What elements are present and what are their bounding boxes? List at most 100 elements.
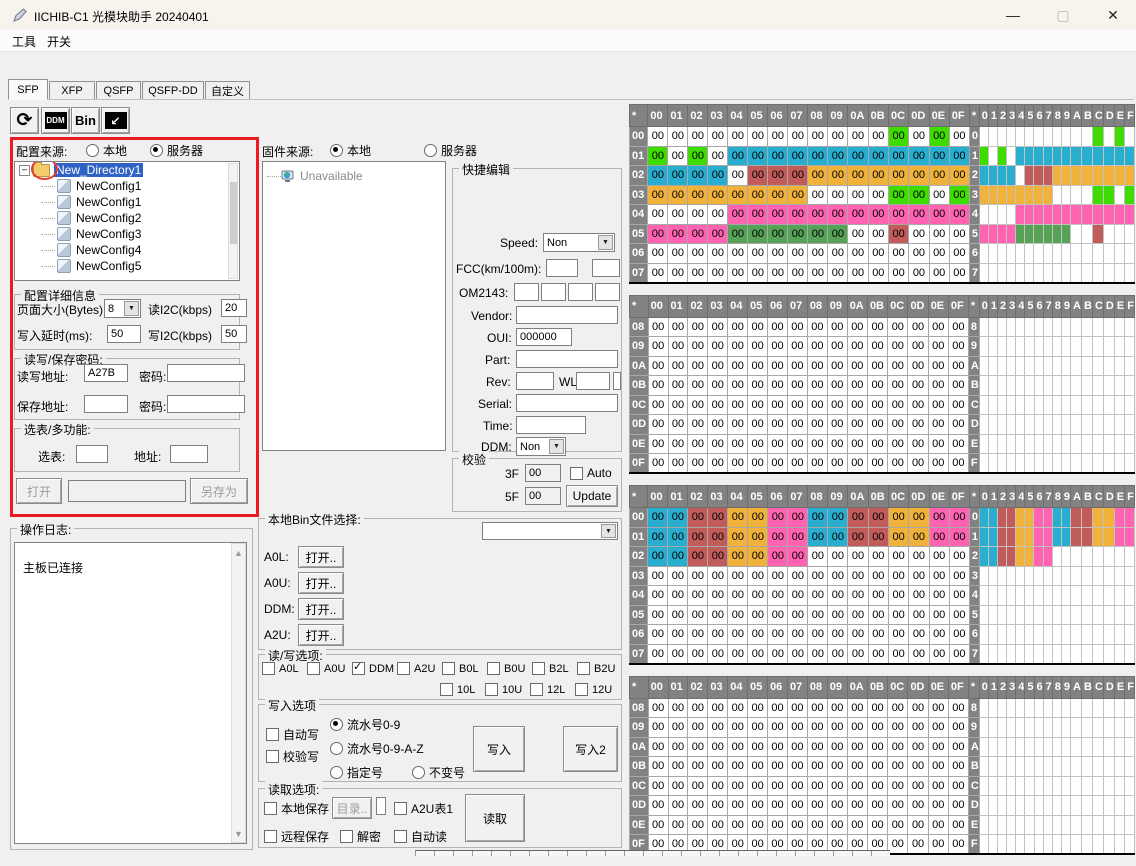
hex-cell[interactable]: 00 [667,316,689,337]
hex-cell[interactable]: 00 [847,184,869,205]
hex-cell[interactable]: 00 [948,223,970,244]
hex-cell[interactable]: 00 [747,546,769,567]
hex-cell[interactable]: 00 [787,585,809,606]
part-input[interactable] [516,350,618,368]
hex-cell[interactable]: 00 [887,145,910,166]
hex-cell[interactable]: 00 [907,795,929,816]
om2-input[interactable] [541,283,566,301]
serial-0-9-radio[interactable]: 流水号0-9 [330,716,400,733]
hex-cell[interactable]: 00 [847,204,869,225]
hex-cell[interactable]: 00 [806,775,828,796]
hex-cell[interactable]: 00 [807,184,829,205]
hex-cell[interactable]: 00 [908,204,930,225]
hex-cell[interactable]: 00 [887,433,909,454]
tree-item[interactable]: NewConfig1 [15,194,239,210]
hex-cell[interactable]: 00 [767,355,788,376]
hex-cell[interactable]: 00 [647,717,669,738]
hex-cell[interactable]: 00 [887,624,910,645]
write-i2c-input[interactable] [221,325,247,343]
log-scrollbar[interactable]: ▲ ▼ [231,543,246,843]
hex-cell[interactable]: 00 [647,795,669,816]
hex-cell[interactable]: 00 [866,756,889,777]
hex-cell[interactable]: 00 [908,165,930,186]
hex-cell[interactable]: 00 [908,126,930,147]
save-as-button[interactable]: 另存为 [190,478,248,504]
hex-cell[interactable]: 00 [826,795,848,816]
hex-cell[interactable]: 00 [887,585,910,606]
hex-cell[interactable]: 00 [727,414,749,435]
hex-cell[interactable]: 00 [707,624,729,645]
hex-cell[interactable]: 00 [647,316,669,337]
hex-cell[interactable]: 00 [767,526,789,547]
hex-cell[interactable]: 00 [907,394,929,415]
tree-item[interactable]: NewConfig2 [15,210,239,226]
tree-collapse-icon[interactable]: – [19,164,30,176]
hex-cell[interactable]: 00 [928,126,950,147]
checkbox-box[interactable] [394,802,407,815]
hex-cell[interactable]: 00 [927,736,949,757]
hex-cell[interactable]: 00 [908,565,930,586]
open-button[interactable]: 打开 [16,478,62,504]
hex-cell[interactable]: 00 [647,204,669,225]
hex-cell[interactable]: 00 [866,394,889,415]
hex-cell[interactable]: 00 [806,433,828,454]
hex-cell[interactable]: 00 [707,756,729,777]
hex-cell[interactable]: 00 [667,433,689,454]
hex-cell[interactable]: 00 [767,262,789,283]
remote-save-checkbox[interactable]: 远程保存 [264,828,329,845]
hex-cell[interactable]: 00 [727,697,749,718]
hex-cell[interactable]: 00 [767,126,789,147]
hex-cell[interactable]: 00 [687,414,709,435]
hex-cell[interactable]: 00 [747,126,769,147]
hex-cell[interactable]: 00 [846,355,868,376]
multi-addr-input[interactable] [170,445,208,463]
hex-cell[interactable]: 00 [928,262,950,283]
hex-cell[interactable]: 00 [647,165,669,186]
hex-cell[interactable]: 00 [727,775,749,796]
rw-option-12U[interactable]: 12U [575,683,620,696]
hex-cell[interactable]: 00 [866,414,889,435]
hex-cell[interactable]: 00 [847,126,869,147]
hex-cell[interactable]: 00 [687,375,709,396]
read-button[interactable]: 读取 [465,794,525,842]
config-source-local-radio[interactable]: 本地 [86,142,127,159]
hex-cell[interactable]: 00 [727,262,749,283]
hex-cell[interactable]: 00 [887,165,910,186]
hex-cell[interactable]: 00 [887,414,909,435]
hex-cell[interactable]: 00 [687,243,709,264]
hex-cell[interactable]: 00 [887,697,909,718]
hex-cell[interactable]: 00 [807,243,829,264]
menu-switch[interactable]: 开关 [47,35,72,49]
firmware-tree[interactable]: Unavailable [262,161,446,451]
checkbox-box[interactable] [442,662,455,675]
hex-cell[interactable]: 00 [767,585,789,606]
hex-cell[interactable]: 00 [727,316,749,337]
hex-cell[interactable]: 00 [908,585,930,606]
hex-cell[interactable]: 00 [727,795,749,816]
hex-cell[interactable]: 00 [667,736,689,757]
serial-0-9-a-z-radio[interactable]: 流水号0-9-A-Z [330,740,424,757]
hex-cell[interactable]: 00 [787,526,809,547]
hex-cell[interactable]: 00 [846,697,868,718]
hex-cell[interactable]: 00 [846,336,868,357]
hex-cell[interactable]: 00 [867,546,889,567]
hex-cell[interactable]: 00 [767,736,788,757]
hex-cell[interactable]: 00 [667,184,689,205]
hex-cell[interactable]: 00 [727,526,749,547]
hex-cell[interactable]: 00 [846,414,868,435]
hex-cell[interactable]: 00 [747,565,769,586]
hex-cell[interactable]: 00 [767,775,788,796]
hex-cell[interactable]: 00 [928,624,950,645]
hex-cell[interactable]: 00 [727,736,749,757]
hex-cell[interactable]: 00 [928,565,950,586]
hex-cell[interactable]: 00 [807,165,829,186]
rw-option-10L[interactable]: 10L [440,683,485,696]
tree-item[interactable]: NewConfig1 [15,178,239,194]
save-addr-input[interactable] [84,395,128,413]
hex-cell[interactable]: 00 [928,165,950,186]
hex-cell[interactable]: 00 [928,145,950,166]
checkbox-box[interactable] [340,830,353,843]
hex-cell[interactable]: 00 [807,507,829,528]
hex-cell[interactable]: 00 [786,775,808,796]
hex-cell[interactable]: 00 [806,355,828,376]
